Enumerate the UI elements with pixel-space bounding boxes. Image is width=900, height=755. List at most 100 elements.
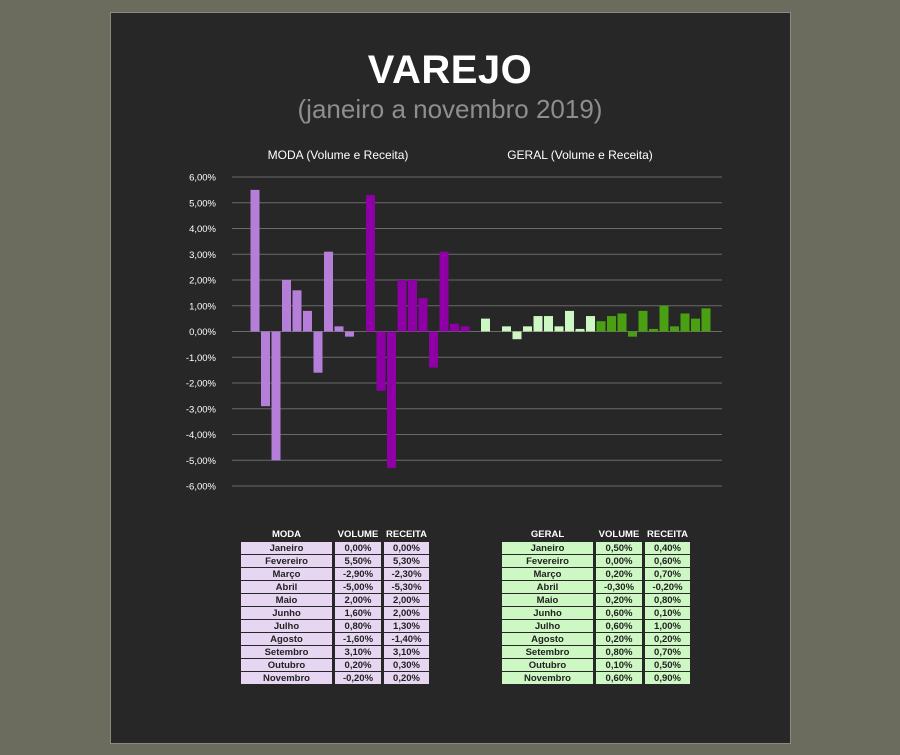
moda-table-row: Abril -5,00% -5,30% — [241, 581, 429, 593]
moda-cell-volume: 5,50% — [335, 555, 381, 567]
geral-table-row: Junho 0,60% 0,10% — [502, 607, 690, 619]
geral-cell-volume: 0,60% — [596, 672, 642, 684]
moda-table-row: Outubro 0,20% 0,30% — [241, 659, 429, 671]
geral-cell-month: Março — [502, 568, 593, 580]
moda-volume-bar — [250, 189, 260, 332]
geral-cell-receita: -0,20% — [645, 581, 690, 593]
moda-cell-receita: 2,00% — [384, 594, 429, 606]
moda-header-month: MODA — [271, 529, 302, 540]
geral-table-row: Julho 0,60% 1,00% — [502, 620, 690, 632]
geral-cell-month: Abril — [502, 581, 593, 593]
geral-table-row: Novembro 0,60% 0,90% — [502, 672, 690, 684]
moda-receita-bar — [460, 326, 470, 332]
moda-table: MODA VOLUME RECEITA Janeiro 0,00% 0,00% Fev… — [238, 527, 432, 685]
geral-header-month: GERAL — [530, 529, 565, 540]
geral-table-row: Abril -0,30% -0,20% — [502, 581, 690, 593]
geral-table-row: Janeiro 0,50% 0,40% — [502, 542, 690, 554]
moda-cell-receita: 3,10% — [384, 646, 429, 658]
geral-cell-volume: 0,60% — [596, 607, 642, 619]
geral-cell-month: Fevereiro — [502, 555, 593, 567]
moda-receita-bar — [397, 280, 407, 332]
geral-receita-bar — [617, 313, 627, 332]
y-tick-label: 5,00% — [189, 198, 216, 209]
moda-receita-bar — [450, 323, 459, 332]
geral-cell-volume: 0,00% — [596, 555, 642, 567]
moda-volume-bar — [313, 331, 323, 373]
geral-cell-month: Janeiro — [502, 542, 593, 554]
geral-cell-volume: -0,30% — [596, 581, 642, 593]
moda-volume-bar — [261, 331, 270, 407]
geral-volume-bar — [512, 331, 522, 340]
y-tick-label: 4,00% — [189, 224, 216, 235]
moda-table-row: Março -2,90% -2,30% — [241, 568, 429, 580]
page-subtitle: (janeiro a novembro 2019) — [297, 94, 603, 124]
moda-cell-volume: 3,10% — [335, 646, 381, 658]
geral-cell-receita: 0,70% — [645, 568, 690, 580]
geral-cell-receita: 0,60% — [645, 555, 690, 567]
moda-cell-volume: -2,90% — [335, 568, 381, 580]
moda-cell-volume: 0,20% — [335, 659, 381, 671]
moda-cell-receita: 1,30% — [384, 620, 429, 632]
geral-volume-bar — [523, 326, 532, 332]
geral-table-row: Outubro 0,10% 0,50% — [502, 659, 690, 671]
page-title: VAREJO — [367, 48, 533, 92]
geral-receita-bar — [596, 321, 606, 332]
geral-table-row: Agosto 0,20% 0,20% — [502, 633, 690, 645]
moda-table-body: Janeiro 0,00% 0,00% Fevereiro 5,50% 5,30% Març… — [241, 542, 429, 684]
geral-table-row: Maio 0,20% 0,80% — [502, 594, 690, 606]
moda-cell-month: Abril — [241, 581, 332, 593]
moda-cell-month: Março — [241, 568, 332, 580]
moda-cell-month: Agosto — [241, 633, 332, 645]
moda-cell-receita: -5,30% — [384, 581, 429, 593]
moda-volume-bar — [271, 331, 281, 461]
moda-receita-bar — [439, 251, 449, 332]
geral-cell-receita: 0,10% — [645, 607, 690, 619]
y-tick-label: 3,00% — [189, 250, 216, 261]
moda-cell-volume: -0,20% — [335, 672, 381, 684]
geral-cell-volume: 0,60% — [596, 620, 642, 632]
moda-cell-receita: -1,40% — [384, 633, 429, 645]
moda-receita-bar — [418, 298, 428, 332]
moda-cell-receita: -2,30% — [384, 568, 429, 580]
geral-cell-month: Maio — [502, 594, 593, 606]
moda-table-row: Setembro 3,10% 3,10% — [241, 646, 429, 658]
geral-cell-receita: 0,20% — [645, 633, 690, 645]
geral-table-row: Fevereiro 0,00% 0,60% — [502, 555, 690, 567]
geral-cell-month: Outubro — [502, 659, 593, 671]
geral-table: GERAL VOLUME RECEITA Janeiro 0,50% 0,40% Fe… — [499, 527, 693, 685]
geral-cell-volume: 0,50% — [596, 542, 642, 554]
moda-cell-month: Junho — [241, 607, 332, 619]
moda-cell-month: Julho — [241, 620, 332, 632]
geral-receita-bar — [691, 318, 700, 332]
geral-cell-volume: 0,10% — [596, 659, 642, 671]
geral-table-header: GERAL VOLUME RECEITA — [502, 528, 690, 541]
y-tick-label: -2,00% — [186, 379, 217, 390]
moda-cell-month: Fevereiro — [241, 555, 332, 567]
moda-chart-label: MODA (Volume e Receita) — [267, 148, 409, 162]
y-tick-label: -4,00% — [186, 430, 217, 441]
geral-receita-bar — [628, 331, 637, 337]
geral-cell-month: Novembro — [502, 672, 593, 684]
y-tick-label: 2,00% — [189, 276, 216, 287]
moda-cell-receita: 5,30% — [384, 555, 429, 567]
moda-receita-bar — [429, 331, 438, 368]
geral-receita-bar — [649, 328, 658, 332]
moda-volume-bar — [324, 251, 333, 332]
geral-receita-bar — [607, 316, 616, 332]
moda-receita-bar — [366, 195, 375, 332]
moda-cell-volume: 0,80% — [335, 620, 381, 632]
moda-cell-receita: 0,30% — [384, 659, 429, 671]
moda-volume-bar — [334, 326, 344, 332]
geral-cell-receita: 0,90% — [645, 672, 690, 684]
moda-table-row: Maio 2,00% 2,00% — [241, 594, 429, 606]
geral-volume-bar — [502, 326, 511, 332]
geral-volume-bar — [533, 316, 543, 332]
geral-cell-receita: 0,40% — [645, 542, 690, 554]
geral-table-body: Janeiro 0,50% 0,40% Fevereiro 0,00% 0,60% Març… — [502, 542, 690, 684]
geral-cell-volume: 0,20% — [596, 633, 642, 645]
moda-cell-volume: 1,60% — [335, 607, 381, 619]
moda-receita-bar — [387, 331, 396, 468]
geral-header-volume: VOLUME — [598, 529, 640, 540]
geral-receita-bar — [670, 326, 679, 332]
